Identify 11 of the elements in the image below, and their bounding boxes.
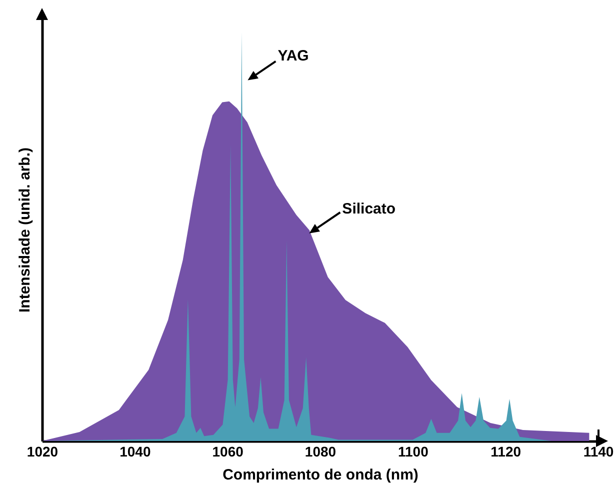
text: Silicato — [342, 200, 396, 218]
x-axis-title: Comprimento de onda (nm) — [222, 466, 418, 484]
x-tick-label: 1120 — [490, 444, 522, 460]
x-tick-label: 1100 — [398, 444, 429, 460]
y-axis-title: Intensidade (unid. arb.) — [16, 147, 34, 313]
x-tick-label: 1040 — [120, 444, 151, 460]
x-tick-label: 1080 — [304, 444, 336, 460]
x-tick-label: 1020 — [26, 444, 58, 460]
x-tick-label: 1060 — [212, 444, 244, 460]
text: YAG — [278, 47, 309, 64]
x-tick-label: 1140 — [583, 444, 614, 460]
